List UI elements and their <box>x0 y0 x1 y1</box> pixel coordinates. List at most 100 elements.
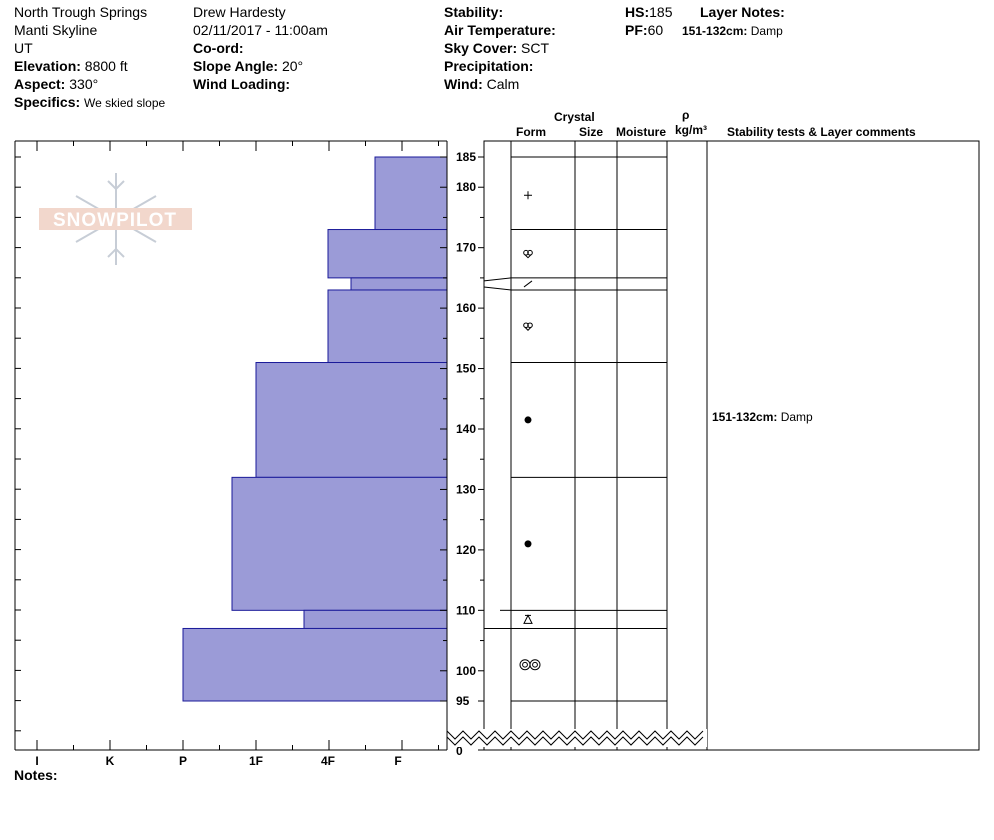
range-name: Manti Skyline <box>14 22 98 38</box>
coord-label: Co-ord: <box>193 40 244 56</box>
sky-cover-row: Sky Cover: SCT <box>444 39 549 57</box>
wind-row: Wind: Calm <box>444 75 519 93</box>
layer-note-row: 151-132cm: Damp <box>682 22 783 40</box>
layer-note-value: Damp <box>750 24 783 38</box>
crystal-form-symbol <box>523 280 533 288</box>
melt-freeze-glyph <box>532 661 538 668</box>
melt-freeze-glyph <box>522 661 528 668</box>
layer-comment: 151-132cm: Damp <box>712 410 813 424</box>
state-name: UT <box>14 40 33 56</box>
crystal-form-symbol <box>524 191 532 200</box>
pf-value: 60 <box>647 22 664 38</box>
hardness-bar <box>182 627 448 702</box>
hs-label: HS: <box>625 4 650 20</box>
logo-text: SNOWPILOT <box>53 210 177 231</box>
surface-hoar-glyph <box>523 614 533 624</box>
pf-label: PF: <box>625 22 648 38</box>
depth-tick-label: 110 <box>456 603 476 617</box>
hardness-bar <box>255 362 448 478</box>
pf-row: PF:60 <box>625 21 663 39</box>
slope-row: Slope Angle: 20° <box>193 57 303 75</box>
elevation-label: Elevation: <box>14 58 81 74</box>
crystal-form-symbol <box>524 540 532 548</box>
axis-break-background <box>448 729 707 747</box>
comments-header: Stability tests & Layer comments <box>727 125 916 139</box>
precip-label: Precipitation: <box>444 58 534 74</box>
snowpilot-logo: SNOWPILOT <box>39 173 192 265</box>
observation-datetime: 02/11/2017 - 11:00am <box>193 22 328 38</box>
specifics-row: Specifics: We skied slope <box>14 93 165 112</box>
depth-tick-label: 160 <box>456 301 476 315</box>
axis-break-zigzag <box>446 736 704 746</box>
density-unit-header: kg/m³ <box>675 123 708 137</box>
observer-name: Drew Hardesty <box>193 4 286 20</box>
moisture-header: Moisture <box>616 125 667 139</box>
aspect-value: 330° <box>69 76 99 92</box>
aspect-row: Aspect: 330° <box>14 75 98 93</box>
rho-header: ρ <box>682 108 690 122</box>
hardness-axis-label: F <box>394 754 401 768</box>
layer-comment-range: 151-132cm: <box>712 410 781 424</box>
hardness-bar <box>303 609 448 629</box>
depth-tick-label: 0 <box>456 744 463 758</box>
layer-connector <box>483 286 512 291</box>
depth-tick-label: 150 <box>456 362 476 376</box>
slope-label: Slope Angle: <box>193 58 279 74</box>
layer-comment-text: Damp <box>781 410 813 424</box>
layer-note-range: 151-132cm: <box>682 24 748 38</box>
hardness-bar <box>374 156 448 231</box>
elevation-value: 8800 ft <box>84 58 128 74</box>
hardness-bar <box>327 229 448 279</box>
form-header: Form <box>516 125 546 139</box>
hardness-axis-label: 4F <box>321 754 335 768</box>
decomposing-glyph <box>523 280 533 288</box>
crystal-form-symbol <box>519 659 541 671</box>
depth-tick-label: 120 <box>456 543 476 557</box>
melt-freeze-glyph <box>529 659 541 671</box>
depth-tick-label: 130 <box>456 482 476 496</box>
wind-loading-label: Wind Loading: <box>193 76 291 92</box>
depth-tick-label: 170 <box>456 241 476 255</box>
hardness-bar <box>231 476 448 611</box>
hardness-axis-label: P <box>179 754 187 768</box>
melt-form-glyph <box>524 540 532 548</box>
melt-form-glyph <box>524 416 532 424</box>
depth-tick-label: 185 <box>456 150 476 164</box>
axis-break-zigzag <box>446 730 704 740</box>
wind-value: Calm <box>486 76 520 92</box>
specifics-value: We skied slope <box>84 96 166 110</box>
hs-value: 185 <box>649 4 673 20</box>
depth-tick-label: 100 <box>456 664 476 678</box>
depth-tick-label: 140 <box>456 422 476 436</box>
crystal-header: Crystal <box>554 110 595 124</box>
slope-value: 20° <box>281 58 304 74</box>
hardness-bar <box>350 277 448 291</box>
crystal-form-symbol <box>523 614 533 624</box>
hardness-bar <box>327 289 448 364</box>
notes-label: Notes: <box>14 767 58 783</box>
layer-table-frame <box>483 140 980 751</box>
melt-freeze-glyph <box>519 659 531 671</box>
hardness-axis-label: 1F <box>249 754 263 768</box>
sky-cover-value: SCT <box>521 40 550 56</box>
size-header: Size <box>579 125 604 139</box>
elevation-row: Elevation: 8800 ft <box>14 57 128 75</box>
hardness-axis-label: K <box>106 754 115 768</box>
hardness-axis-label: I <box>35 754 38 768</box>
crystal-form-symbol <box>523 249 533 259</box>
location-name: North Trough Springs <box>14 4 148 20</box>
sky-cover-label: Sky Cover: <box>444 40 518 56</box>
layer-notes-label: Layer Notes: <box>700 4 785 20</box>
layer-connector <box>483 277 512 282</box>
specifics-label: Specifics: <box>14 94 81 110</box>
depth-tick-label: 95 <box>456 694 470 708</box>
aspect-label: Aspect: <box>14 76 66 92</box>
rounding-faceted-glyph <box>524 254 532 259</box>
crystal-form-symbol <box>524 416 532 424</box>
stability-label: Stability: <box>444 4 504 20</box>
wind-label: Wind: <box>444 76 483 92</box>
hs-row: HS:185 <box>625 3 672 21</box>
crystal-form-symbol <box>523 322 533 331</box>
rounding-faceted-glyph <box>524 326 532 331</box>
